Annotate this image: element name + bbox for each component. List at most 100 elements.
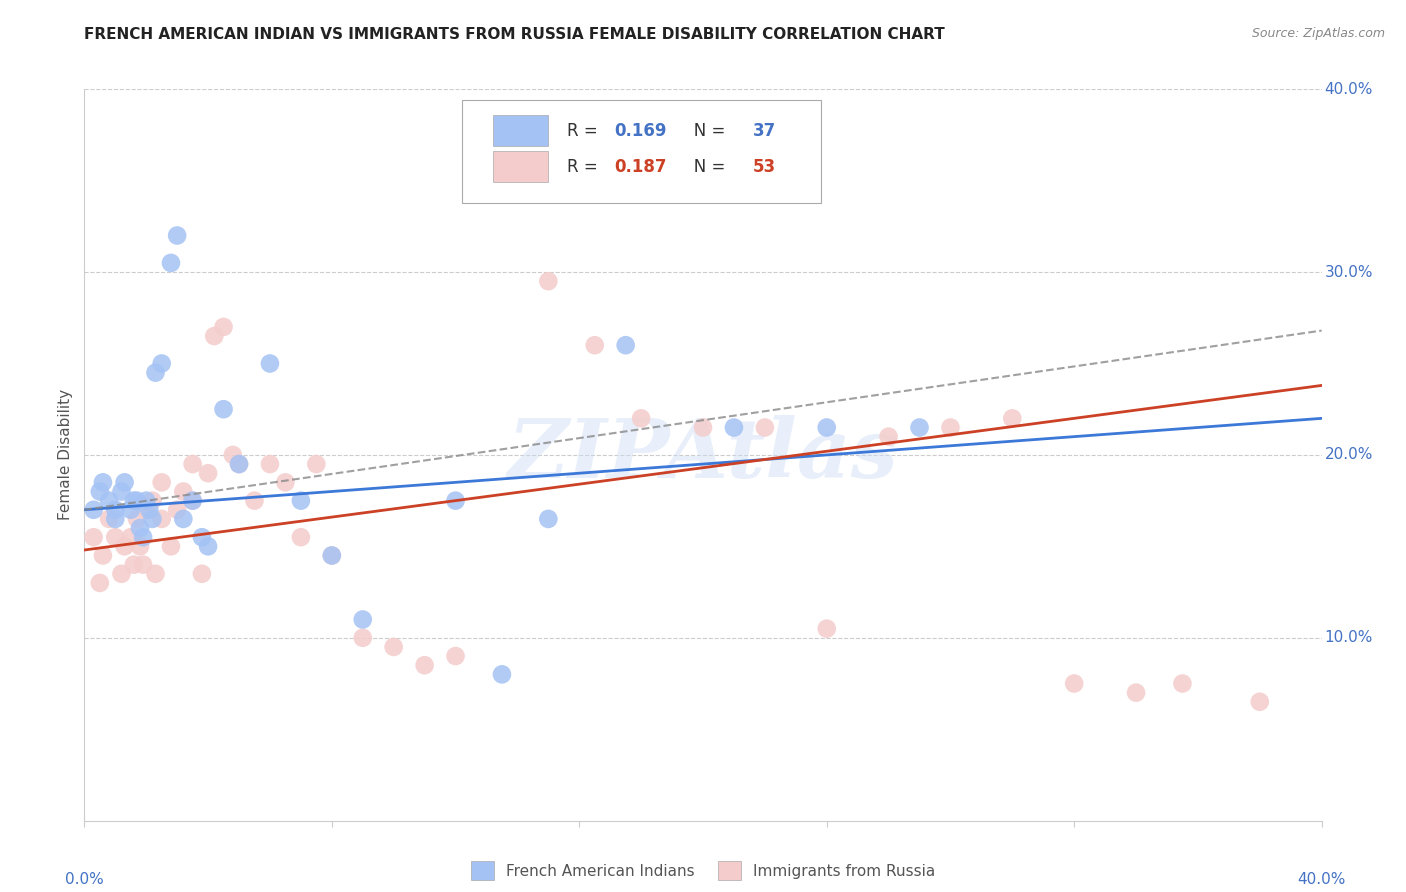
FancyBboxPatch shape	[492, 115, 548, 145]
Point	[145, 366, 167, 380]
Text: 20.0%: 20.0%	[1324, 448, 1374, 462]
Point	[125, 493, 148, 508]
Point	[122, 558, 145, 572]
Point	[172, 512, 194, 526]
Point	[141, 493, 163, 508]
Point	[110, 484, 132, 499]
Point	[352, 613, 374, 627]
Point	[475, 119, 498, 133]
Point	[141, 512, 163, 526]
Point	[212, 320, 235, 334]
Point	[104, 530, 127, 544]
Point	[125, 512, 148, 526]
Point	[506, 174, 529, 188]
Text: Source: ZipAtlas.com: Source: ZipAtlas.com	[1251, 27, 1385, 40]
Point	[305, 457, 328, 471]
Point	[290, 493, 312, 508]
Point	[166, 502, 188, 516]
Point	[181, 493, 204, 508]
Text: 40.0%: 40.0%	[1324, 82, 1374, 96]
Point	[382, 640, 405, 654]
Point	[222, 448, 245, 462]
Text: 0.0%: 0.0%	[65, 871, 104, 887]
Text: 53: 53	[752, 159, 776, 177]
Point	[120, 502, 142, 516]
Text: R =: R =	[567, 159, 603, 177]
Point	[692, 420, 714, 434]
Point	[491, 667, 513, 681]
Point	[129, 539, 152, 553]
Text: 37: 37	[752, 122, 776, 140]
Point	[83, 530, 105, 544]
Point	[537, 512, 560, 526]
Point	[413, 658, 436, 673]
Point	[197, 539, 219, 553]
Point	[114, 475, 136, 490]
Point	[197, 466, 219, 480]
Point	[274, 475, 297, 490]
Point	[145, 566, 167, 581]
Point	[104, 502, 127, 516]
FancyBboxPatch shape	[461, 100, 821, 202]
Point	[614, 338, 637, 352]
Point	[444, 649, 467, 664]
Point	[122, 493, 145, 508]
Point	[150, 356, 173, 371]
Point	[120, 530, 142, 544]
Text: N =: N =	[678, 122, 731, 140]
Point	[444, 493, 467, 508]
Point	[212, 402, 235, 417]
Point	[908, 420, 931, 434]
Point	[89, 484, 111, 499]
Point	[150, 475, 173, 490]
Text: 40.0%: 40.0%	[1298, 871, 1346, 887]
Point	[202, 329, 225, 343]
Point	[815, 622, 838, 636]
Point	[877, 430, 900, 444]
Point	[939, 420, 962, 434]
Point	[135, 502, 157, 516]
Text: FRENCH AMERICAN INDIAN VS IMMIGRANTS FROM RUSSIA FEMALE DISABILITY CORRELATION C: FRENCH AMERICAN INDIAN VS IMMIGRANTS FRO…	[84, 27, 945, 42]
Text: 0.187: 0.187	[614, 159, 666, 177]
Point	[132, 558, 155, 572]
Point	[181, 457, 204, 471]
Point	[321, 549, 343, 563]
Point	[172, 484, 194, 499]
Point	[1001, 411, 1024, 425]
Point	[129, 521, 152, 535]
Point	[583, 338, 606, 352]
Point	[150, 512, 173, 526]
Text: R =: R =	[567, 122, 603, 140]
Point	[352, 631, 374, 645]
Point	[243, 493, 266, 508]
Point	[1171, 676, 1194, 690]
Text: ZIPAtlas: ZIPAtlas	[508, 415, 898, 495]
Text: 30.0%: 30.0%	[1324, 265, 1374, 279]
Text: N =: N =	[678, 159, 731, 177]
Point	[228, 457, 250, 471]
Point	[191, 530, 214, 544]
Point	[321, 549, 343, 563]
Point	[98, 493, 121, 508]
Point	[91, 475, 114, 490]
Point	[815, 420, 838, 434]
Text: 0.169: 0.169	[614, 122, 666, 140]
Point	[290, 530, 312, 544]
Y-axis label: Female Disability: Female Disability	[58, 389, 73, 521]
Point	[138, 502, 160, 516]
Point	[83, 502, 105, 516]
Point	[160, 539, 183, 553]
Point	[1249, 695, 1271, 709]
Point	[191, 566, 214, 581]
Point	[132, 530, 155, 544]
Point	[537, 274, 560, 288]
Point	[166, 228, 188, 243]
Point	[110, 566, 132, 581]
Point	[114, 539, 136, 553]
Point	[181, 493, 204, 508]
Point	[754, 420, 776, 434]
Point	[89, 576, 111, 591]
Point	[1125, 685, 1147, 699]
Point	[91, 549, 114, 563]
Point	[723, 420, 745, 434]
